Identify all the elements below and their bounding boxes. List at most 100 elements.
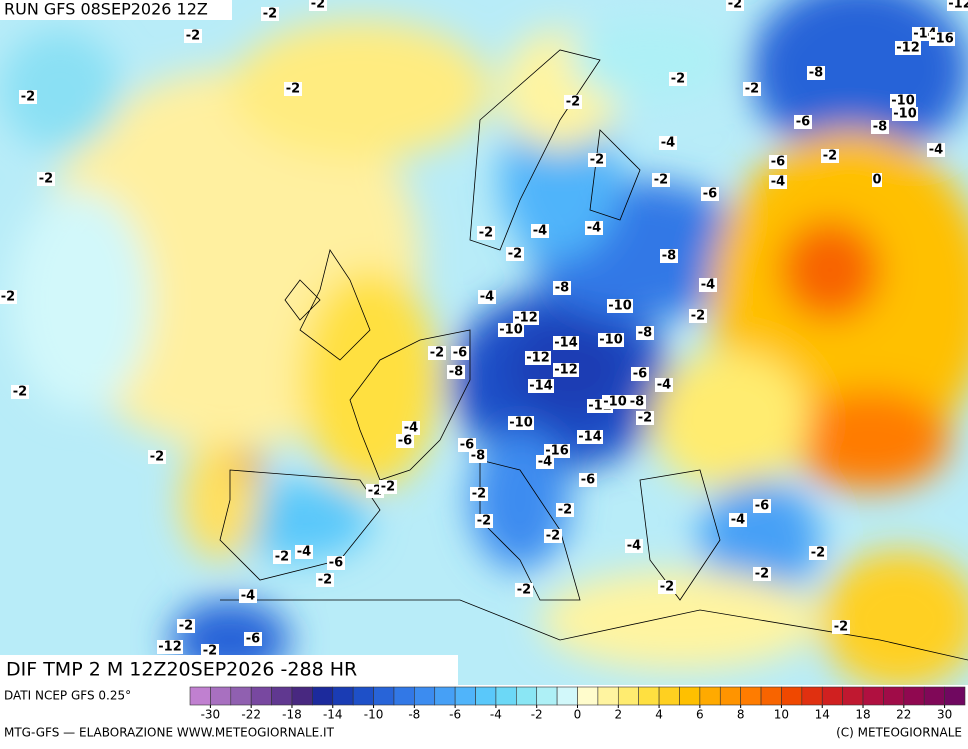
contour-label: -8 <box>873 120 887 135</box>
label-box <box>669 72 687 86</box>
label-box <box>478 290 496 304</box>
contour-label: -6 <box>460 438 474 453</box>
contour-label: -2 <box>430 346 444 361</box>
contour-label: 0 <box>872 173 881 188</box>
contour-label: -2 <box>508 247 522 262</box>
contour-label: -2 <box>150 450 164 465</box>
label-box <box>636 411 654 425</box>
contour-label: -4 <box>587 221 601 236</box>
colorbar-swatch <box>740 686 762 706</box>
label-box <box>689 309 707 323</box>
header-box <box>0 0 232 20</box>
label-box <box>585 221 603 235</box>
label-box <box>506 247 524 261</box>
contour-label: -2 <box>660 580 674 595</box>
label-box <box>753 499 771 513</box>
colorbar-tick-label: 10 <box>774 708 789 722</box>
colorbar-swatch <box>210 686 232 706</box>
label-box <box>655 378 673 392</box>
contour-label: -2 <box>654 173 668 188</box>
contour-label: -10 <box>499 323 523 338</box>
colorbar-tick-label: 2 <box>614 708 622 722</box>
label-box <box>239 589 257 603</box>
colorbar-swatch <box>414 686 436 706</box>
label-box <box>261 7 279 21</box>
colorbar-tick-label: -6 <box>449 708 461 722</box>
label-box <box>458 438 476 452</box>
label-box <box>470 487 488 501</box>
label-box <box>379 480 397 494</box>
label-box <box>528 379 554 393</box>
contour-label: -10 <box>608 299 632 314</box>
label-box <box>598 333 624 347</box>
label-box <box>577 430 603 444</box>
label-box <box>659 136 677 150</box>
label-box <box>564 95 582 109</box>
label-box <box>553 363 579 377</box>
contour-label: -2 <box>1 290 15 305</box>
label-box <box>148 450 166 464</box>
contour-label: -4 <box>657 378 671 393</box>
label-box <box>658 580 676 594</box>
colorbar-swatch <box>516 686 538 706</box>
credit-label: MTG-GFS — ELABORAZIONE WWW.METEOGIORNALE… <box>4 726 335 740</box>
contour-label: -2 <box>477 514 491 529</box>
colorbar-swatch <box>842 686 864 706</box>
label-box <box>652 173 670 187</box>
copyright-label: (C) METEOGIORNALE <box>836 726 962 740</box>
label-box <box>553 336 579 350</box>
label-box <box>701 187 719 201</box>
colorbar-tick-label: 8 <box>737 708 745 722</box>
colorbar-tick-label: 22 <box>896 708 911 722</box>
contour-label: -4 <box>771 175 785 190</box>
label-box <box>699 278 717 292</box>
coastline <box>219 49 968 661</box>
contour-label: -2 <box>368 484 382 499</box>
colorbar-swatch <box>597 686 619 706</box>
colorbar-swatch <box>556 686 578 706</box>
label-box <box>19 90 37 104</box>
label-box <box>807 66 825 80</box>
colorbar-swatch <box>332 686 354 706</box>
colorbar-swatch <box>719 686 741 706</box>
label-box <box>769 155 787 169</box>
label-box <box>513 311 539 325</box>
colorbar-tick-label: -22 <box>241 708 261 722</box>
label-box <box>892 107 918 121</box>
contour-label: -2 <box>311 0 325 12</box>
contour-label: -4 <box>627 539 641 554</box>
run-label: RUN GFS 08SEP2026 12Z <box>4 0 208 19</box>
colorbar-swatch <box>679 686 701 706</box>
label-box <box>515 583 533 597</box>
colorbar-swatch <box>944 686 966 706</box>
contour-label: -12 <box>158 640 182 655</box>
contour-label: -2 <box>203 644 217 659</box>
contour-label: -2 <box>39 172 53 187</box>
label-box <box>631 367 649 381</box>
contour-label: -10 <box>603 395 627 410</box>
contour-label: -16 <box>930 32 954 47</box>
colorbar-swatch <box>271 686 293 706</box>
label-box <box>184 29 202 43</box>
label-box <box>11 385 29 399</box>
contour-label: -8 <box>471 449 485 464</box>
label-box <box>607 299 633 313</box>
label-box <box>929 32 955 46</box>
contour-label: -6 <box>581 473 595 488</box>
contour-label: -2 <box>558 503 572 518</box>
source-label: DATI NCEP GFS 0.25° <box>4 689 131 703</box>
contour-label: -12 <box>896 41 920 56</box>
label-box <box>498 323 524 337</box>
colorbar-swatch <box>760 686 782 706</box>
contour-label: -2 <box>381 480 395 495</box>
label-box <box>244 632 262 646</box>
contour-label: -8 <box>809 66 823 81</box>
colorbar-swatch <box>699 686 721 706</box>
contour-label: -4 <box>538 455 552 470</box>
contour-label: -2 <box>13 385 27 400</box>
map: -2-2-2-2-2-2-2-2-2-2-2-8-6-10-10-8-2 -4-6… <box>0 0 968 685</box>
contour-label: -6 <box>796 115 810 130</box>
contour-label: -6 <box>398 434 412 449</box>
label-box <box>927 143 945 157</box>
colorbar-swatch <box>781 686 803 706</box>
